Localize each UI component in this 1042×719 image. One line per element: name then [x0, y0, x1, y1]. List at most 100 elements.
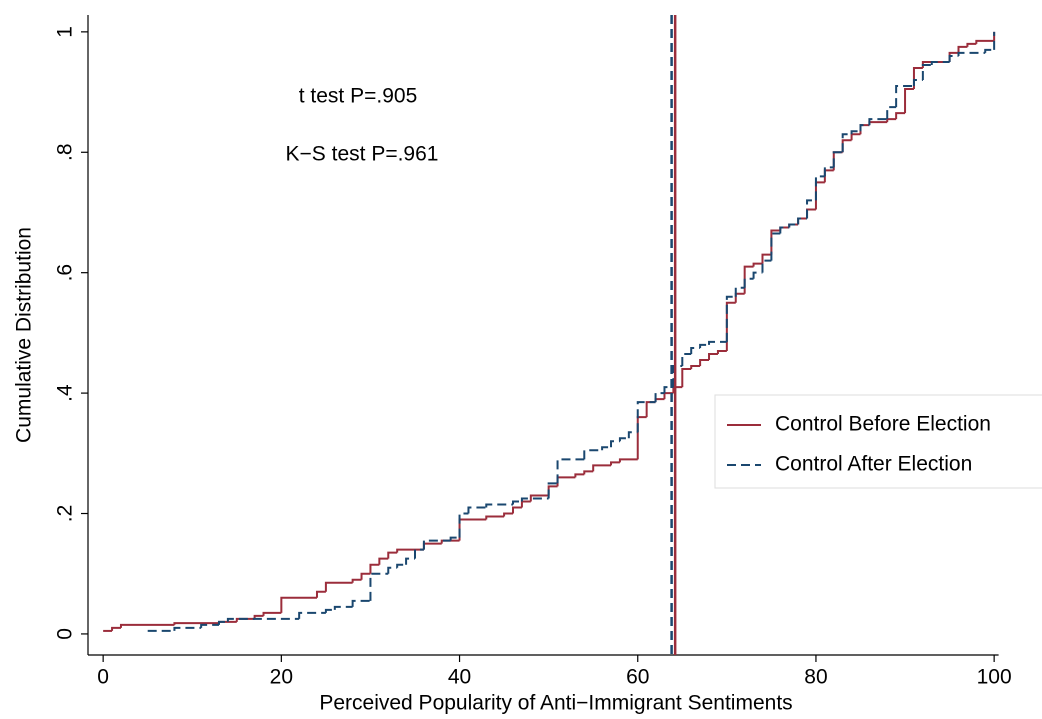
step-segment — [378, 557, 389, 565]
step-segment — [485, 515, 505, 520]
series — [103, 31, 996, 632]
step-segment — [681, 368, 692, 388]
step-segment — [645, 401, 656, 418]
step-segment — [850, 130, 861, 135]
x-tick-label: 0 — [97, 666, 109, 689]
step-segment — [948, 54, 959, 62]
step-segment — [734, 292, 745, 303]
step-segment — [708, 352, 718, 360]
legend-label: Control After Election — [775, 453, 972, 476]
annotation: K−S test P=.961 — [286, 143, 439, 166]
step-segment — [699, 358, 710, 367]
step-segment — [761, 253, 772, 264]
series — [147, 31, 996, 632]
step-segment — [868, 121, 888, 126]
step-segment — [173, 626, 202, 631]
step-segment — [654, 392, 665, 403]
step-segment — [458, 518, 487, 541]
step-segment — [387, 551, 398, 559]
step-segment — [716, 349, 727, 354]
step-segment — [912, 66, 923, 90]
step-segment — [966, 42, 977, 47]
step-segment — [173, 622, 219, 625]
step-segment — [672, 365, 683, 388]
step-segment — [752, 271, 763, 279]
step-segment — [788, 223, 799, 228]
step-segment — [324, 608, 335, 613]
step-segment — [601, 446, 612, 451]
step-segment — [111, 626, 121, 631]
step-segment — [396, 548, 424, 553]
x-axis-title: Perceived Popularity of Anti−Immigrant S… — [319, 692, 792, 715]
step-segment — [850, 133, 861, 141]
step-segment — [921, 63, 932, 81]
step-segment — [119, 623, 175, 628]
step-segment — [512, 506, 522, 514]
step-segment — [520, 500, 531, 508]
step-segment — [814, 181, 825, 210]
y-tick-label: 0 — [54, 628, 77, 640]
step-segment — [387, 566, 398, 574]
step-segment — [636, 401, 656, 433]
step-segment — [681, 352, 692, 367]
step-segment — [725, 301, 736, 351]
step-segment — [610, 440, 620, 448]
step-segment — [636, 416, 647, 460]
x-tick-label: 40 — [448, 666, 471, 689]
step-segment — [351, 578, 362, 583]
step-segment — [975, 39, 995, 44]
step-segment — [315, 590, 326, 598]
step-segment — [512, 500, 522, 505]
step-segment — [690, 346, 701, 354]
step-segment — [690, 365, 701, 370]
step-segment — [806, 199, 816, 219]
step-segment — [618, 458, 638, 463]
step-segment — [449, 536, 460, 541]
step-segment — [984, 48, 995, 53]
step-segment — [583, 449, 603, 460]
y-tick-label: .8 — [54, 144, 77, 162]
step-segment — [886, 106, 897, 120]
y-axis-title: Cumulative Distribution — [13, 227, 36, 443]
step-segment — [351, 599, 371, 607]
step-segment — [610, 461, 620, 466]
step-segment — [823, 166, 834, 177]
step-segment — [253, 614, 264, 619]
step-segment — [779, 226, 790, 234]
step-segment — [547, 485, 558, 496]
step-segment — [770, 232, 781, 261]
step-segment — [262, 611, 282, 616]
x-tick-label: 100 — [977, 666, 1012, 689]
step-segment — [743, 265, 754, 294]
step-segment — [333, 605, 353, 610]
step-segment — [832, 151, 843, 171]
step-segment — [734, 286, 745, 297]
step-segment — [396, 563, 407, 568]
step-segment — [422, 539, 451, 550]
step-segment — [743, 277, 754, 288]
step-segment — [485, 503, 514, 508]
step-segment — [806, 208, 816, 219]
step-segment — [298, 611, 326, 619]
step-segment — [618, 437, 629, 442]
step-segment — [520, 497, 549, 502]
step-segment — [627, 431, 638, 439]
step-segment — [405, 557, 415, 565]
step-segment — [895, 112, 906, 120]
step-segment — [440, 539, 460, 544]
step-segment — [369, 563, 380, 574]
step-segment — [930, 60, 950, 65]
step-segment — [752, 262, 763, 267]
step-segment — [708, 340, 727, 345]
step-segment — [654, 398, 665, 403]
step-segment — [761, 259, 772, 273]
step-segment — [200, 623, 219, 628]
y-tick-label: .6 — [54, 264, 77, 282]
step-segment — [503, 512, 514, 517]
legend-label: Control Before Election — [775, 413, 991, 436]
step-segment — [797, 217, 808, 225]
step-segment — [324, 581, 353, 592]
y-tick-label: 1 — [54, 26, 77, 38]
step-segment — [859, 124, 870, 135]
step-segment — [948, 51, 959, 62]
